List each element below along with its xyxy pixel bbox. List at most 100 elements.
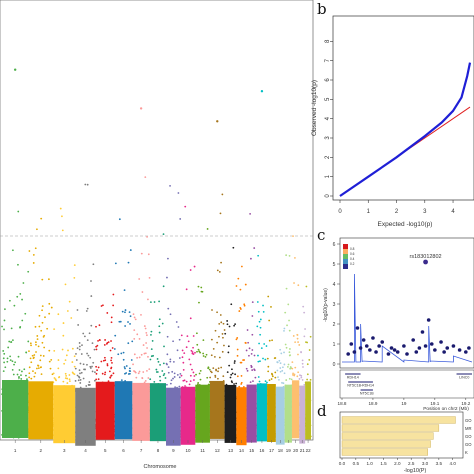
snp-point [104, 339, 106, 341]
snp-point [250, 366, 253, 369]
snp-point [280, 352, 283, 355]
snp-point [250, 364, 253, 367]
snp-point [68, 374, 71, 376]
snp-point [133, 338, 136, 340]
gene-label: RDH14 [347, 376, 359, 380]
chromosome-band [299, 385, 306, 444]
snp-point [43, 346, 46, 349]
snp-point [75, 359, 78, 361]
snp-point [120, 352, 123, 355]
snp-point [112, 293, 115, 296]
snp-point [77, 324, 80, 326]
snp-point [109, 376, 112, 379]
snp-point [279, 362, 282, 365]
snp-point [174, 386, 177, 388]
snp-point [270, 306, 272, 308]
snp-point [78, 348, 81, 351]
snp-point [108, 370, 111, 373]
snp-point [245, 367, 248, 370]
snp-point [30, 344, 32, 347]
snp-point [48, 360, 51, 363]
snp-point [233, 362, 236, 364]
snp-point [187, 340, 190, 343]
snp-point [92, 361, 95, 364]
snp-point [117, 353, 120, 356]
snp-point [214, 374, 217, 377]
snp-point [86, 363, 88, 366]
snp-point [104, 359, 107, 362]
snp-point [251, 349, 254, 351]
snp-point [222, 336, 224, 339]
chromosome-band [275, 386, 285, 445]
snp-point [266, 381, 268, 384]
snp-point [296, 334, 299, 336]
snp-point [221, 350, 224, 353]
snp-point [79, 379, 82, 381]
manhattan-frame [0, 0, 314, 441]
snp-point [133, 329, 136, 332]
chromosome-band [291, 380, 300, 439]
snp-point [66, 382, 69, 384]
snp-point [297, 341, 299, 343]
chromosome-tick-label: 18 [278, 448, 284, 453]
snp-point [138, 356, 141, 359]
snp-point [39, 354, 42, 357]
snp-point [149, 358, 152, 361]
snp-point [87, 354, 90, 357]
snp-point [176, 349, 179, 352]
snp-point [252, 380, 254, 382]
enrichment-bars: GO MR GO GO K [341, 416, 472, 456]
snp-point [267, 370, 270, 373]
snp-point [270, 378, 273, 380]
snp-point [232, 246, 235, 249]
manhattan-x-ticks: 1 2 3 4 5 6 7 8 9 10 11 12 13 14 15 16 17 18 19 20 21 22 [14, 440, 311, 453]
snp-point [141, 291, 144, 293]
snp-point [68, 380, 71, 382]
snp-point [29, 357, 32, 360]
snp-point [308, 349, 311, 351]
top-snp-label: rs183012802 [410, 254, 442, 260]
snp-point [36, 335, 39, 337]
snp-point [189, 317, 192, 320]
qq-panel: b 0 1 2 3 4 0 1 2 3 4 5 6 7 8 Expected -log10(p) Obse… [311, 0, 474, 228]
snp-point [198, 372, 201, 375]
snp-point [292, 374, 294, 376]
snp-point [305, 285, 308, 288]
snp-point [279, 370, 282, 373]
enrichment-x-tick-label: 2.5 [408, 461, 415, 466]
qq-y-tick-label: 0 [325, 194, 331, 198]
snp-point [59, 207, 62, 210]
snp-point [88, 381, 91, 383]
snp-point [268, 319, 271, 322]
snp-point [3, 328, 5, 331]
snp-point [125, 365, 128, 367]
snp-point [147, 355, 149, 358]
snp-point [192, 371, 195, 374]
snp-point [122, 358, 125, 361]
snp-point [217, 370, 219, 373]
snp-point [183, 352, 186, 355]
snp-point [262, 304, 264, 307]
snp-point [236, 354, 239, 357]
snp-point [39, 359, 42, 362]
snp-point [144, 379, 147, 382]
snp-point [195, 332, 198, 335]
snp-point [182, 368, 185, 371]
snp-point [179, 372, 182, 375]
snp-point [97, 366, 100, 369]
snp-point [144, 176, 147, 179]
snp-point [229, 376, 232, 379]
snp-point [11, 339, 14, 342]
ld-legend-swatch [343, 259, 348, 264]
snp-point [89, 367, 92, 369]
snp-point [268, 379, 271, 382]
snp-point [188, 358, 191, 361]
snp-point [245, 349, 248, 352]
chromosome-band [305, 381, 311, 440]
qq-y-tick-label: 8 [325, 39, 331, 43]
snp-point [192, 335, 195, 337]
snp-point [303, 311, 306, 314]
snp-point [64, 377, 67, 380]
enrichment-category-label: MR [465, 426, 472, 431]
